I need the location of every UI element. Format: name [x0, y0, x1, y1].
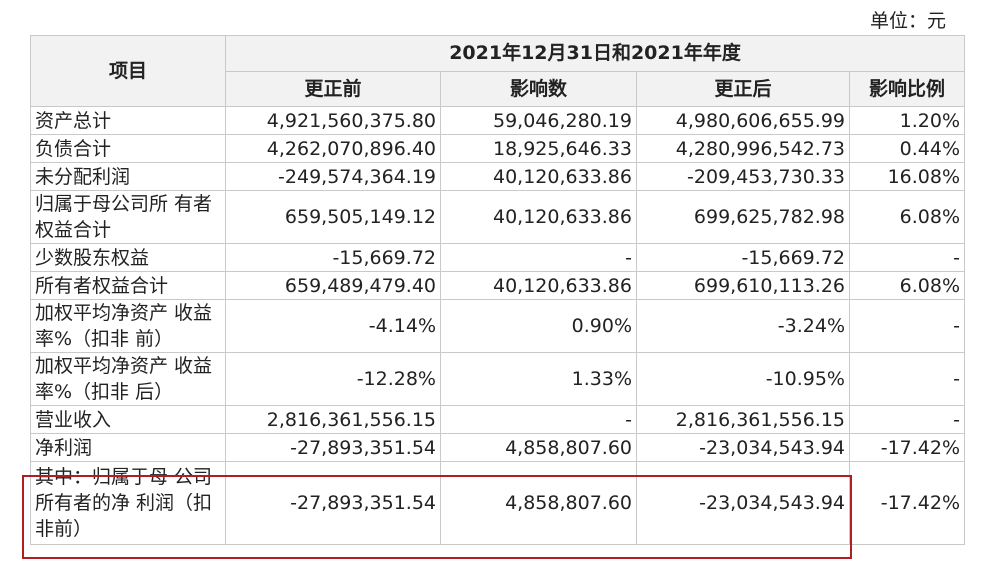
- cell-impact: 40,120,633.86: [440, 162, 637, 191]
- correction-table: 项目 2021年12月31日和2021年年度 更正前 影响数 更正后 影响比例 …: [30, 35, 966, 545]
- cell-ratio: 1.20%: [848, 106, 966, 135]
- cell-ratio: -: [848, 405, 966, 434]
- table-row: 负债合计 4,262,070,896.40 18,925,646.33 4,28…: [30, 134, 966, 163]
- row-label: 少数股东权益: [30, 243, 226, 272]
- cell-before: 4,262,070,896.40: [225, 134, 441, 163]
- cell-ratio: -17.42%: [848, 433, 966, 462]
- cell-impact: 0.90%: [440, 299, 637, 353]
- cell-impact: -: [440, 405, 637, 434]
- cell-after: -23,034,543.94: [636, 461, 850, 545]
- cell-before: -15,669.72: [225, 243, 441, 272]
- table-row: 归属于母公司所 有者权益合计 659,505,149.12 40,120,633…: [30, 190, 966, 244]
- header-after: 更正后: [636, 70, 850, 107]
- cell-ratio: -: [848, 243, 966, 272]
- cell-impact: 1.33%: [440, 352, 637, 406]
- table-row: 资产总计 4,921,560,375.80 59,046,280.19 4,98…: [30, 106, 966, 135]
- cell-ratio: -: [848, 352, 966, 406]
- cell-before: -4.14%: [225, 299, 441, 353]
- cell-before: 4,921,560,375.80: [225, 106, 441, 135]
- cell-impact: 40,120,633.86: [440, 271, 637, 300]
- cell-ratio: 6.08%: [848, 271, 966, 300]
- row-label: 归属于母公司所 有者权益合计: [30, 190, 226, 244]
- table-row: 所有者权益合计 659,489,479.40 40,120,633.86 699…: [30, 271, 966, 300]
- row-label: 未分配利润: [30, 162, 226, 191]
- row-label: 负债合计: [30, 134, 226, 163]
- header-before: 更正前: [225, 70, 441, 107]
- cell-ratio: 0.44%: [848, 134, 966, 163]
- cell-after: -15,669.72: [636, 243, 850, 272]
- cell-after: 4,980,606,655.99: [636, 106, 850, 135]
- table-row: 营业收入 2,816,361,556.15 - 2,816,361,556.15…: [30, 405, 966, 434]
- cell-before: 659,505,149.12: [225, 190, 441, 244]
- cell-impact: 59,046,280.19: [440, 106, 637, 135]
- table-row: 净利润 -27,893,351.54 4,858,807.60 -23,034,…: [30, 433, 966, 462]
- cell-before: 659,489,479.40: [225, 271, 441, 300]
- cell-ratio: 6.08%: [848, 190, 966, 244]
- row-label: 所有者权益合计: [30, 271, 226, 300]
- row-label: 加权平均净资产 收益率%（扣非 前）: [30, 299, 226, 353]
- cell-impact: -: [440, 243, 637, 272]
- cell-ratio: -: [848, 299, 966, 353]
- row-label: 其中：归属于母 公司所有者的净 利润（扣非前）: [30, 461, 226, 545]
- header-period: 2021年12月31日和2021年年度: [224, 35, 966, 72]
- cell-after: 699,610,113.26: [636, 271, 850, 300]
- header-impact: 影响数: [440, 70, 637, 107]
- cell-impact: 4,858,807.60: [440, 461, 637, 545]
- table-row: 未分配利润 -249,574,364.19 40,120,633.86 -209…: [30, 162, 966, 191]
- row-label: 加权平均净资产 收益率%（扣非 后）: [30, 352, 226, 406]
- cell-impact: 4,858,807.60: [440, 433, 637, 462]
- row-label: 净利润: [30, 433, 226, 462]
- cell-before: -27,893,351.54: [225, 461, 441, 545]
- cell-after: 4,280,996,542.73: [636, 134, 850, 163]
- table-row: 加权平均净资产 收益率%（扣非 后） -12.28% 1.33% -10.95%…: [30, 352, 966, 406]
- cell-before: -12.28%: [225, 352, 441, 406]
- cell-after: -23,034,543.94: [636, 433, 850, 462]
- header-ratio: 影响比例: [848, 70, 966, 107]
- row-label: 资产总计: [30, 106, 226, 135]
- cell-after: 699,625,782.98: [636, 190, 850, 244]
- cell-before: -249,574,364.19: [225, 162, 441, 191]
- row-label: 营业收入: [30, 405, 226, 434]
- cell-ratio: 16.08%: [848, 162, 966, 191]
- header-item: 项目: [30, 35, 226, 107]
- cell-ratio: -17.42%: [848, 461, 966, 545]
- table-row: 加权平均净资产 收益率%（扣非 前） -4.14% 0.90% -3.24% -: [30, 299, 966, 353]
- cell-after: -3.24%: [636, 299, 850, 353]
- cell-before: -27,893,351.54: [225, 433, 441, 462]
- cell-impact: 40,120,633.86: [440, 190, 637, 244]
- cell-after: 2,816,361,556.15: [636, 405, 850, 434]
- cell-after: -209,453,730.33: [636, 162, 850, 191]
- unit-label: 单位：元: [869, 10, 946, 32]
- cell-impact: 18,925,646.33: [440, 134, 637, 163]
- cell-after: -10.95%: [636, 352, 850, 406]
- table-row-highlighted: 其中：归属于母 公司所有者的净 利润（扣非前） -27,893,351.54 4…: [30, 461, 966, 545]
- table-row: 少数股东权益 -15,669.72 - -15,669.72 -: [30, 243, 966, 272]
- cell-before: 2,816,361,556.15: [225, 405, 441, 434]
